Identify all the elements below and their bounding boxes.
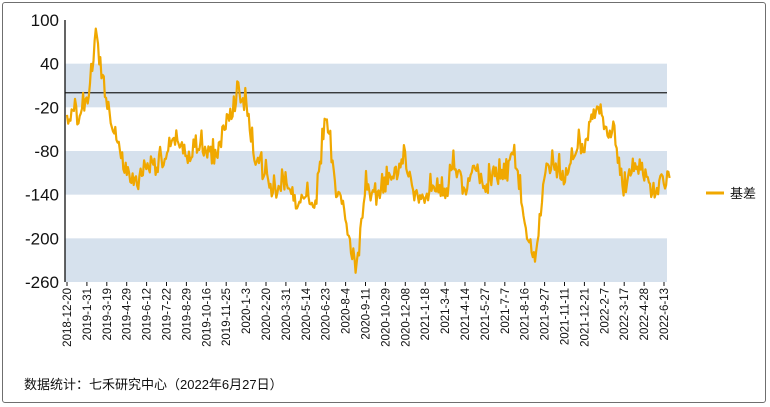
x-tick-label: 2022-4-28 [639,288,651,340]
y-tick-label: -80 [34,142,59,161]
y-tick-label: -140 [25,186,59,205]
x-tick-label: 2021-4-14 [460,287,472,340]
y-tick-label: 40 [40,55,59,74]
x-tick-label: 2019-7-22 [162,288,174,340]
x-tick-label: 2020-1-3 [241,288,253,334]
y-tick-label: 100 [31,11,59,30]
legend: 基差 [706,186,756,201]
x-tick-label: 2020-10-29 [380,288,392,347]
x-tick-label: 2020-8-4 [341,287,353,334]
x-tick-label: 2019-8-29 [181,288,193,340]
x-tick-label: 2022-3-17 [619,288,631,340]
y-tick-label: -260 [25,273,59,292]
x-tick-label: 2020-2-20 [261,288,273,340]
x-tick-label: 2020-12-08 [400,288,412,347]
series-lines [65,27,671,274]
source-note: 数据统计：七禾研究中心（2022年6月27日） [24,377,283,392]
y-axis-ticks: 100 40 -20 -80 -140 -200 -260 [25,11,59,292]
x-tick-label: 2019-11-25 [221,288,233,346]
series-line [65,27,671,274]
x-tick-label: 2018-12-20 [62,288,74,347]
x-tick-label: 2021-11-11 [560,288,572,345]
x-tick-label: 2021-1-18 [420,288,432,340]
shaded-band [65,63,667,108]
x-tick-label: 2020-5-14 [301,287,313,340]
shaded-band [65,238,667,282]
x-tick-label: 2019-6-12 [142,288,154,340]
x-tick-label: 2022-2-7 [599,288,611,334]
x-axis-ticks: 2018-12-20 2019-1-31 2019-3-19 2019-4-29 201… [62,282,671,347]
x-tick-label: 2019-4-29 [122,288,134,340]
x-tick-label: 2020-9-11 [361,288,373,340]
x-tick-label: 2021-12-21 [579,288,591,347]
x-tick-label: 2020-6-23 [321,288,333,340]
x-tick-label: 2019-3-19 [102,288,114,340]
legend-label: 基差 [730,186,756,201]
y-tick-label: -20 [34,98,59,117]
x-tick-label: 2019-10-16 [201,288,213,347]
x-tick-label: 2021-7-7 [500,288,512,334]
x-tick-label: 2022-6-13 [659,288,671,340]
y-tick-label: -200 [25,229,59,248]
chart-frame [2,2,766,403]
x-tick-label: 2021-9-27 [540,288,552,340]
x-tick-label: 2019-1-31 [82,288,94,340]
x-tick-label: 2021-5-27 [480,288,492,340]
x-tick-label: 2021-3-4 [440,287,452,334]
x-tick-label: 2020-3-31 [281,288,293,340]
x-tick-label: 2021-8-16 [520,288,532,340]
